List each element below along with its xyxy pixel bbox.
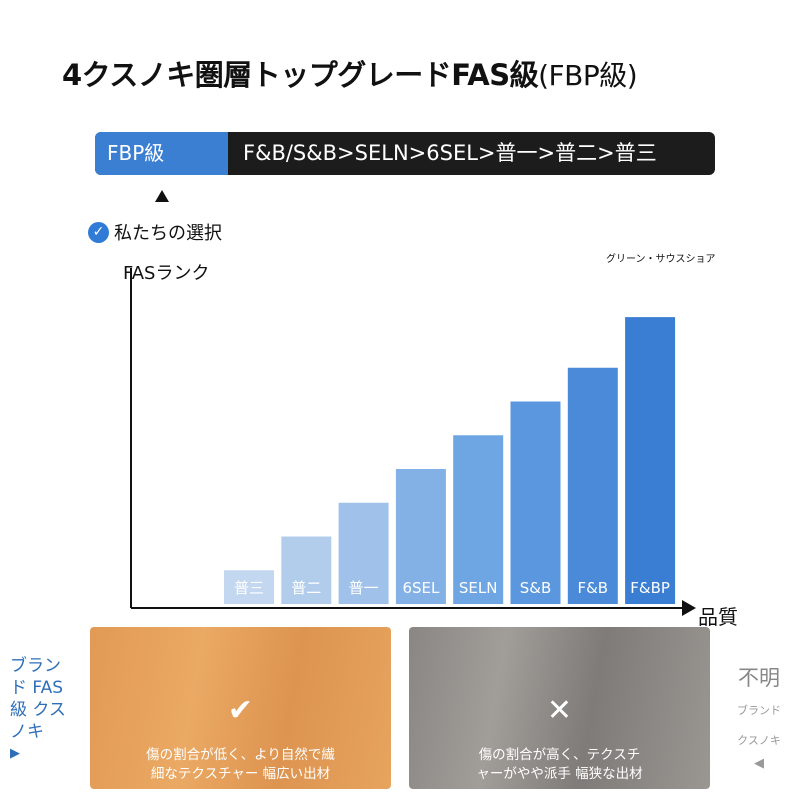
- grade-order-bar: FBP級 F&B/S&B>SELN>6SEL>普一>普二>普三: [95, 132, 715, 175]
- bar-2: [281, 536, 332, 604]
- bar-label-8: F&BP: [630, 579, 670, 597]
- good-desc-line-1: 傷の割合が低く、より自然で繊: [146, 747, 335, 763]
- choice-label: 私たちの選択: [114, 223, 222, 244]
- bar-5: [453, 435, 504, 604]
- bar-4: [395, 469, 446, 604]
- bar-label-2: 普二: [291, 579, 321, 597]
- check-icon: ✔: [227, 693, 254, 728]
- unknown-brand-line-2: クスノキ: [737, 734, 781, 747]
- bar-label-4: 6SEL: [402, 579, 440, 597]
- good-desc-line-2: 細なテクスチャー 幅広い出材: [150, 766, 331, 782]
- bar-7: [567, 367, 618, 604]
- chart-annotation: グリーン・サウスショア: [606, 254, 716, 265]
- bar-6: [510, 401, 561, 604]
- grade-order-text: F&B/S&B>SELN>6SEL>普一>普二>普三: [243, 141, 657, 165]
- brand-fas-line-1: ブラン: [10, 656, 61, 676]
- good-wood-description: 傷の割合が低く、より自然で繊 細なテクスチャー 幅広い出材: [100, 746, 381, 784]
- unknown-label: 不明: [738, 666, 780, 690]
- our-choice: ✓ 私たちの選択: [88, 219, 222, 245]
- right-triangle-icon: ▶: [10, 746, 20, 761]
- bar-label-5: SELN: [459, 579, 498, 597]
- bar-label-6: S&B: [520, 579, 552, 597]
- check-circle-icon: ✓: [88, 221, 109, 243]
- page-title: 4クスノキ圏層トップグレードFAS級(FBP級): [62, 52, 742, 94]
- unknown-brand-line-1: ブランド: [737, 704, 781, 717]
- bars-group: 普三 普二 普一 6SEL SELN S&B F&B F&BP: [224, 317, 676, 604]
- bad-desc-line-2: ャーがやや派手 幅狭な出材: [476, 766, 643, 782]
- bar-8: [625, 317, 676, 604]
- cross-icon: ✕: [546, 693, 573, 728]
- unknown-brand-label: 不明 ブランド クスノキ ◀: [718, 662, 800, 771]
- good-wood-panel: ✔ 傷の割合が低く、より自然で繊 細なテクスチャー 幅広い出材: [90, 627, 391, 789]
- x-axis-arrow-icon: [682, 600, 696, 616]
- title-paren: (FBP級): [538, 59, 638, 92]
- grade-tag: FBP級: [95, 132, 228, 175]
- brand-fas-line-3: 級 クス: [10, 700, 66, 720]
- bar-3: [338, 502, 389, 604]
- bad-wood-description: 傷の割合が高く、テクスチ ャーがやや派手 幅狭な出材: [419, 746, 700, 784]
- bad-desc-line-1: 傷の割合が高く、テクスチ: [478, 747, 641, 763]
- bar-label-1: 普三: [234, 579, 264, 597]
- bar-1: [224, 570, 274, 604]
- brand-fas-label: ブラン ド FAS 級 クス ノキ ▶: [10, 655, 82, 765]
- bar-label-3: 普一: [349, 579, 379, 597]
- up-arrow-icon: [155, 190, 169, 202]
- title-main: 4クスノキ圏層トップグレードFAS級: [62, 58, 539, 92]
- brand-fas-line-2: ド FAS: [10, 678, 64, 698]
- brand-fas-line-4: ノキ: [10, 722, 44, 742]
- bad-wood-panel: ✕ 傷の割合が高く、テクスチ ャーがやや派手 幅狭な出材: [409, 627, 710, 789]
- left-triangle-icon: ◀: [754, 756, 764, 771]
- x-axis-label: 品質: [698, 605, 738, 629]
- y-axis-label: FASランク: [123, 263, 210, 284]
- bar-label-7: F&B: [577, 579, 608, 597]
